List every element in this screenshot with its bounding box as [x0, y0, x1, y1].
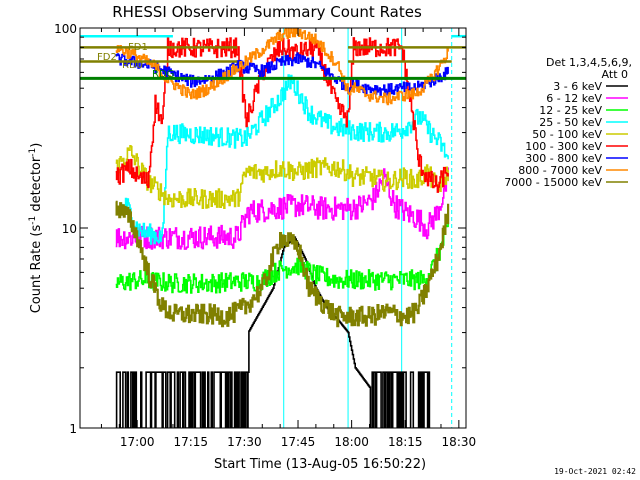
- flag-labels: FD1 FD2 RD0 RDG: [97, 42, 174, 80]
- chart-title: RHESSI Observing Summary Count Rates: [112, 3, 422, 21]
- flag-label-0: FD1: [128, 42, 148, 53]
- legend-header-attenuator: Att 0: [602, 68, 628, 81]
- x-tick-label-5: 18:15: [388, 435, 423, 449]
- legend-label-5: 100 - 300 keV: [525, 140, 602, 153]
- y-tick-label-2: 100: [54, 22, 77, 36]
- y-axis-label-sup2: -1: [28, 148, 38, 157]
- x-tick-label-0: 17:00: [120, 435, 155, 449]
- series-line-4: [115, 145, 449, 209]
- flag-label-3: RDG: [152, 69, 174, 80]
- flag-label-2: RD0: [122, 60, 143, 71]
- flag-layer: [80, 34, 466, 80]
- axis-layer: 1 10 100 17:00 17:15 17:30 17:45 18:00 18:15 18:3…: [54, 22, 476, 449]
- x-axis-label: Start Time (13-Aug-05 16:50:22): [214, 457, 426, 472]
- series-layer: [80, 28, 453, 428]
- y-axis-label-sup1: -1: [28, 216, 38, 225]
- y-axis-label-mid: detector: [29, 156, 44, 216]
- legend-label-3: 25 - 50 keV: [539, 116, 602, 129]
- legend-label-7: 800 - 7000 keV: [518, 164, 602, 177]
- y-axis-label: Count Rate (s-1 detector-1): [28, 143, 44, 314]
- legend-label-6: 300 - 800 keV: [525, 152, 602, 165]
- series-line-0: [115, 236, 431, 428]
- y-tick-label-0: 1: [69, 422, 77, 436]
- series-line-1: [115, 167, 449, 250]
- x-tick-label-6: 18:30: [442, 435, 477, 449]
- series-line-8: [115, 200, 450, 328]
- series-line-3: [115, 74, 449, 245]
- x-tick-label-3: 17:45: [281, 435, 316, 449]
- series-line-2: [115, 223, 449, 294]
- y-axis-label-end: ): [29, 143, 44, 148]
- x-tick-label-4: 18:00: [334, 435, 369, 449]
- legend-label-4: 50 - 100 keV: [532, 128, 602, 141]
- flag-label-1: FD2: [97, 52, 117, 63]
- x-tick-label-2: 17:30: [227, 435, 262, 449]
- legend-label-1: 6 - 12 keV: [546, 92, 602, 105]
- y-axis-label-main: Count Rate (s: [29, 225, 44, 314]
- series-line-6: [115, 52, 449, 97]
- series-line-5: [115, 36, 449, 193]
- legend-label-0: 3 - 6 keV: [553, 80, 602, 93]
- x-tick-label-1: 17:15: [173, 435, 208, 449]
- y-tick-label-1: 10: [62, 222, 77, 236]
- legend-header-detectors: Det 1,3,4,5,6,9,: [546, 56, 632, 69]
- legend-label-2: 12 - 25 keV: [539, 104, 602, 117]
- generation-timestamp: 19-Oct-2021 02:42: [554, 467, 636, 476]
- legend-label-8: 7000 - 15000 keV: [504, 176, 602, 189]
